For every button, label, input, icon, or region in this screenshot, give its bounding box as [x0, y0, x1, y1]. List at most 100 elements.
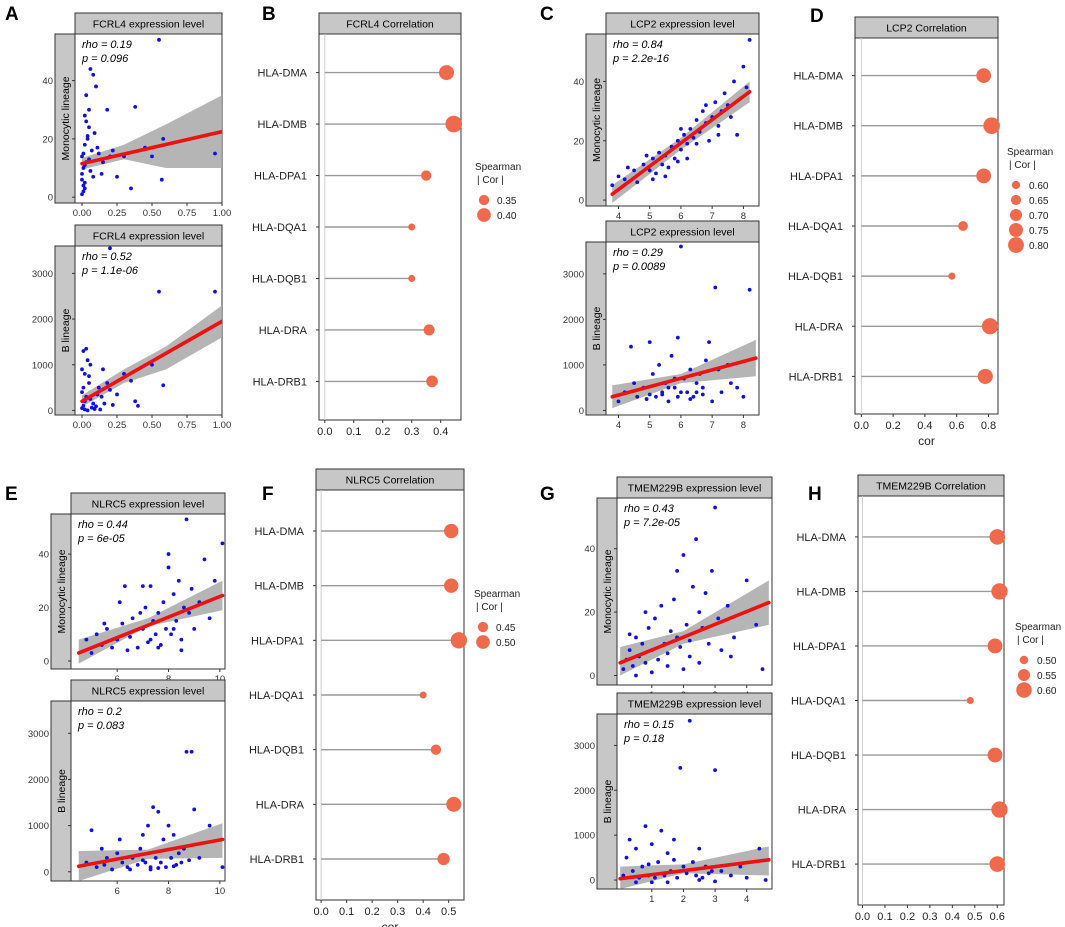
panel-label-e: E — [5, 484, 18, 505]
data-point — [685, 141, 690, 146]
plot-content — [618, 505, 771, 678]
data-point — [81, 183, 86, 188]
lollipop-dot — [450, 632, 468, 649]
data-point — [666, 399, 671, 404]
data-point — [728, 873, 733, 878]
data-point — [108, 387, 112, 392]
data-point — [616, 399, 621, 404]
p-value-label: p = 0.18 — [623, 733, 665, 745]
data-point — [85, 134, 90, 138]
x-tick-label: 7 — [710, 420, 715, 431]
data-point — [161, 837, 166, 842]
confidence-band — [612, 339, 756, 409]
data-point — [87, 374, 91, 379]
data-point — [99, 171, 104, 176]
legend-label: 0.35 — [497, 196, 517, 207]
legend-dot — [1008, 237, 1024, 253]
x-tick-label: 4 — [616, 420, 621, 431]
data-point — [654, 394, 658, 399]
panel-label-g: G — [540, 484, 555, 505]
p-value-label: p = 6e-05 — [77, 533, 126, 545]
data-point — [665, 651, 670, 656]
legend-subtitle: | Cor | — [1017, 635, 1044, 646]
data-point — [158, 860, 163, 865]
data-point — [207, 823, 212, 828]
data-point — [684, 622, 689, 627]
data-point — [82, 186, 87, 191]
strip-ylabel: Monocytic lineage — [602, 549, 614, 633]
scatter-panel-e: NLRC5 expression level Monocytic lineage r… — [38, 492, 226, 685]
data-point — [681, 553, 686, 557]
data-point — [649, 880, 654, 885]
x-tick-label: 0.4 — [433, 426, 448, 438]
x-tick-label: 6 — [115, 886, 120, 897]
strip-ylabel: Monocytic lineage — [591, 78, 603, 162]
lollipop-dot — [958, 221, 968, 231]
lollipop-dot — [977, 368, 993, 384]
x-tick-label: 0.4 — [945, 911, 960, 923]
data-point — [624, 855, 629, 860]
x-tick-label: 4 — [744, 894, 749, 905]
confidence-band — [82, 95, 222, 170]
data-point — [646, 862, 651, 867]
data-point — [665, 851, 670, 856]
y-tick-label: 1000 — [32, 360, 53, 371]
data-point — [710, 399, 715, 404]
y-tick-label: 20 — [573, 136, 584, 147]
legend-label: 0.55 — [1037, 671, 1057, 682]
y-tick-label: 20 — [584, 608, 595, 619]
plot-content — [610, 38, 752, 204]
data-point — [133, 104, 138, 109]
data-point — [80, 367, 84, 372]
x-tick-label: 0.3 — [404, 426, 419, 438]
data-point — [171, 592, 176, 597]
data-point — [128, 867, 132, 872]
data-point — [681, 864, 686, 869]
legend-title: Spearman — [1007, 147, 1053, 158]
legend-label: 0.80 — [1029, 241, 1049, 252]
y-tick-label: 0 — [44, 867, 49, 878]
data-point — [80, 171, 84, 176]
data-point — [84, 119, 89, 124]
x-tick-label: 0.00 — [73, 420, 92, 431]
x-tick-label: 0.0 — [855, 911, 870, 923]
data-point — [700, 392, 705, 397]
data-point — [650, 156, 655, 161]
data-point — [694, 118, 699, 122]
data-point — [189, 749, 194, 754]
data-point — [691, 394, 696, 399]
data-point — [687, 718, 692, 723]
data-point — [89, 148, 94, 153]
data-point — [117, 837, 122, 842]
scatter-panel-c: LCP2 expression level Monocytic lineage rh… — [573, 12, 760, 222]
data-point — [644, 153, 649, 158]
regression-line — [76, 837, 225, 869]
data-point — [640, 864, 645, 869]
data-point — [627, 648, 632, 653]
legend-dot — [1016, 682, 1032, 698]
data-point — [212, 578, 217, 583]
panel-label-b: B — [262, 4, 276, 25]
x-tick-label: 0.6 — [949, 420, 964, 432]
x-tick-label: 0.1 — [339, 906, 354, 918]
data-point — [694, 381, 699, 386]
legend-label: 0.70 — [1029, 211, 1049, 222]
strip-ylabel: Monocytic lineage — [56, 549, 68, 633]
y-tick-label: 3000 — [32, 269, 53, 280]
data-point — [630, 869, 635, 873]
data-point — [171, 627, 176, 631]
data-point — [80, 192, 84, 197]
legend-title: Spearman — [474, 589, 520, 600]
data-point — [197, 856, 202, 860]
data-point — [719, 648, 724, 653]
data-point — [675, 394, 680, 399]
data-point — [161, 383, 166, 388]
data-point — [665, 880, 670, 885]
data-point — [634, 880, 638, 885]
data-point — [663, 174, 668, 179]
y-tick-label: 1000 — [563, 360, 584, 371]
data-point — [166, 552, 171, 556]
lollipop-dot — [430, 744, 442, 755]
data-point — [184, 749, 189, 754]
